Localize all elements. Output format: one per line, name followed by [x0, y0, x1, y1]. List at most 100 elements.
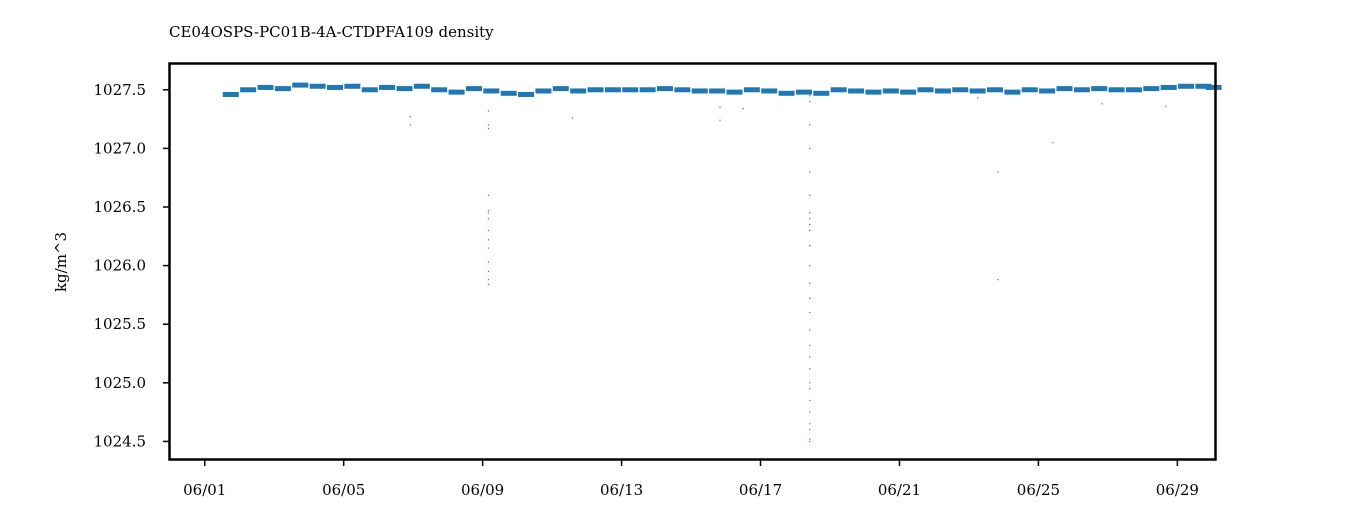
data-point	[809, 223, 811, 226]
y-tick-label: 1024.5	[94, 432, 147, 450]
data-point	[1195, 83, 1212, 89]
data-point	[809, 344, 811, 346]
x-tick-label: 06/25	[1017, 481, 1060, 499]
y-tick-label: 1026.0	[94, 257, 147, 275]
data-point	[987, 87, 1003, 93]
data-point	[743, 87, 760, 93]
data-point	[448, 89, 465, 95]
data-point	[761, 88, 778, 94]
data-point	[709, 88, 726, 94]
x-tick-label: 06/05	[322, 481, 365, 499]
data-point	[809, 356, 811, 358]
data-point	[1056, 86, 1073, 92]
data-point	[487, 124, 490, 126]
x-tick-label: 06/01	[183, 481, 226, 499]
data-point	[1178, 83, 1195, 89]
x-tick-label: 06/17	[739, 481, 782, 499]
data-point	[639, 87, 656, 93]
data-point	[222, 91, 239, 97]
data-point	[622, 87, 639, 93]
x-tick-label: 06/21	[878, 481, 921, 499]
data-point	[865, 89, 882, 95]
data-point	[1021, 87, 1038, 93]
density-outlier-series	[409, 95, 1167, 443]
data-point	[809, 229, 811, 232]
data-point	[500, 90, 517, 96]
data-point	[813, 90, 830, 96]
data-point	[726, 89, 743, 95]
data-point	[1004, 89, 1021, 95]
data-point	[1101, 103, 1103, 105]
x-tick-label: 06/13	[600, 481, 643, 499]
data-point	[809, 100, 811, 103]
data-point	[809, 218, 811, 220]
data-point	[413, 83, 430, 89]
x-tick-label: 06/09	[461, 481, 504, 499]
y-tick-label: 1027.5	[94, 81, 147, 99]
data-point	[396, 86, 413, 92]
data-point	[691, 88, 708, 94]
data-point	[809, 147, 811, 149]
data-point	[535, 88, 552, 94]
data-point	[487, 229, 490, 232]
data-point	[809, 423, 811, 425]
data-point	[587, 87, 604, 93]
data-point	[809, 368, 811, 370]
data-point	[997, 171, 999, 173]
data-point	[379, 84, 396, 90]
data-point	[409, 116, 411, 118]
y-tick-label: 1025.0	[94, 374, 147, 392]
data-point	[1160, 84, 1177, 90]
data-point	[292, 82, 309, 88]
data-point	[465, 86, 482, 92]
data-point	[830, 87, 847, 93]
data-point	[1073, 87, 1090, 93]
data-point	[1165, 105, 1167, 107]
data-point	[1205, 84, 1222, 90]
data-point	[552, 86, 569, 92]
data-point	[809, 245, 811, 247]
data-point	[571, 117, 573, 119]
data-point	[809, 194, 811, 196]
data-point	[487, 218, 490, 220]
data-point	[809, 411, 811, 413]
data-point	[487, 194, 490, 196]
data-point	[1052, 141, 1054, 144]
data-point	[934, 88, 951, 94]
data-point	[809, 388, 811, 390]
data-point	[487, 283, 490, 285]
data-point	[719, 106, 721, 108]
data-point	[487, 212, 490, 214]
data-point	[240, 87, 257, 93]
data-point	[487, 261, 490, 263]
data-point	[809, 297, 811, 300]
data-point	[809, 282, 811, 284]
y-tick-label: 1025.5	[94, 315, 147, 333]
y-axis-label: kg/m^3	[52, 232, 70, 292]
data-point	[570, 88, 587, 94]
data-point	[518, 91, 535, 97]
data-point	[900, 89, 917, 95]
data-point	[1125, 87, 1142, 93]
data-point	[809, 95, 811, 97]
data-point	[487, 209, 490, 212]
data-point	[809, 171, 811, 173]
data-point	[274, 86, 291, 92]
data-point	[361, 87, 378, 93]
data-point	[997, 279, 999, 281]
chart-title: CE04OSPS-PC01B-4A-CTDPFA109 density	[169, 23, 494, 41]
data-point	[778, 90, 795, 96]
data-point	[809, 311, 811, 314]
data-point	[969, 88, 986, 94]
data-point	[742, 107, 744, 110]
x-axis: 06/01 06/05 06/09 06/13 06/17 06/21 06/25 06/29	[183, 459, 1199, 499]
data-point	[657, 86, 673, 92]
data-point	[809, 440, 811, 443]
data-point	[309, 83, 326, 89]
plot-area	[222, 82, 1222, 443]
data-point	[344, 83, 361, 89]
data-point	[409, 124, 411, 126]
y-axis: 1024.5 1025.0 1025.5 1026.0 1026.5 1027.0 1027…	[94, 81, 170, 450]
data-point	[809, 399, 811, 401]
data-point	[809, 265, 811, 267]
